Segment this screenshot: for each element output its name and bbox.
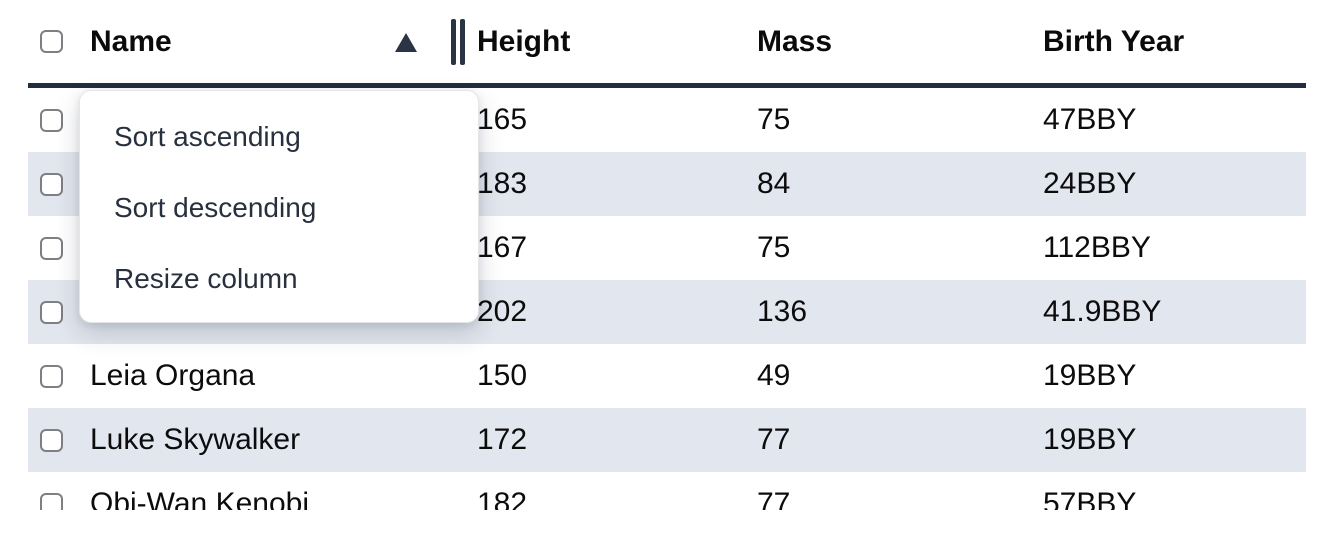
birth-year-cell: 19BBY — [1043, 423, 1137, 456]
name-cell: Obi-Wan Kenobi — [90, 487, 309, 510]
mass-cell: 75 — [757, 231, 791, 264]
height-cell: 182 — [477, 487, 528, 510]
height-cell: 150 — [477, 359, 528, 392]
column-header-mass[interactable]: Mass — [745, 0, 1031, 83]
height-cell: 165 — [477, 103, 528, 136]
birth-year-cell: 47BBY — [1043, 103, 1137, 136]
column-header-birth-year[interactable]: Birth Year — [1031, 0, 1306, 83]
name-cell: Leia Organa — [90, 359, 256, 392]
row-checkbox[interactable] — [40, 428, 63, 452]
select-all-cell — [28, 30, 78, 53]
column-header-height-label: Height — [477, 24, 571, 58]
mass-cell: 77 — [757, 423, 791, 456]
row-checkbox[interactable] — [40, 300, 63, 324]
table-header-row: Name Height Mass Birth Year — [28, 0, 1306, 88]
resize-bar — [460, 18, 465, 65]
column-header-birth-year-label: Birth Year — [1043, 24, 1185, 58]
select-all-checkbox[interactable] — [40, 30, 63, 53]
row-checkbox[interactable] — [40, 364, 63, 388]
mass-cell: 77 — [757, 487, 791, 510]
column-context-menu: Sort ascending Sort descending Resize co… — [79, 90, 479, 323]
row-checkbox[interactable] — [40, 492, 63, 510]
menu-item-resize-column[interactable]: Resize column — [114, 262, 298, 294]
birth-year-cell: 19BBY — [1043, 359, 1137, 392]
height-cell: 202 — [477, 295, 528, 328]
birth-year-cell: 24BBY — [1043, 167, 1137, 200]
row-checkbox[interactable] — [40, 236, 63, 260]
mass-cell: 49 — [757, 359, 791, 392]
sort-ascending-triangle-up-icon — [395, 32, 417, 52]
row-select-cell — [28, 152, 78, 216]
height-cell: 167 — [477, 231, 528, 264]
birth-year-cell: 112BBY — [1043, 231, 1151, 264]
table-row: Luke Skywalker 172 77 19BBY — [28, 408, 1306, 472]
column-header-name-label: Name — [90, 24, 172, 58]
table-row: Leia Organa 150 49 19BBY — [28, 344, 1306, 408]
row-checkbox[interactable] — [40, 172, 63, 196]
table-row: Obi-Wan Kenobi 182 77 57BBY — [28, 472, 1306, 510]
column-resize-handle-icon[interactable] — [451, 18, 465, 65]
row-select-cell — [28, 88, 78, 152]
column-header-mass-label: Mass — [757, 24, 833, 58]
row-select-cell — [28, 472, 78, 510]
name-cell: Luke Skywalker — [90, 423, 301, 456]
height-cell: 172 — [477, 423, 528, 456]
column-header-name[interactable]: Name — [78, 0, 465, 83]
menu-item-sort-ascending[interactable]: Sort ascending — [114, 120, 301, 152]
resize-bar — [451, 18, 456, 65]
birth-year-cell: 41.9BBY — [1043, 295, 1162, 328]
row-select-cell — [28, 344, 78, 408]
row-select-cell — [28, 216, 78, 280]
mass-cell: 75 — [757, 103, 791, 136]
height-cell: 183 — [477, 167, 528, 200]
mass-cell: 84 — [757, 167, 791, 200]
row-select-cell — [28, 280, 78, 344]
column-header-height[interactable]: Height — [465, 0, 745, 83]
row-checkbox[interactable] — [40, 108, 63, 132]
menu-item-sort-descending[interactable]: Sort descending — [114, 191, 317, 223]
birth-year-cell: 57BBY — [1043, 487, 1137, 510]
row-select-cell — [28, 408, 78, 472]
mass-cell: 136 — [757, 295, 808, 328]
